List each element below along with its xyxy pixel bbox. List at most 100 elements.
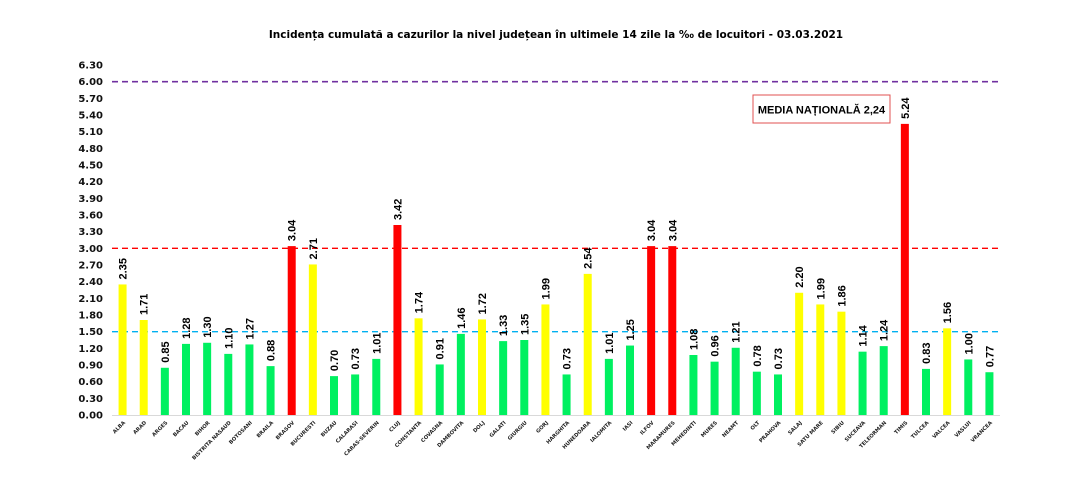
value-label: 1.30 bbox=[202, 316, 214, 337]
y-tick-label: 1.80 bbox=[78, 311, 103, 322]
x-tick-label: GIURGIU bbox=[507, 420, 529, 442]
bar bbox=[795, 292, 804, 415]
bar bbox=[393, 225, 402, 415]
y-tick-label: 2.10 bbox=[78, 294, 103, 305]
bar bbox=[837, 311, 846, 415]
bar bbox=[900, 123, 909, 415]
y-tick-label: 5.70 bbox=[78, 94, 103, 105]
x-tick-label: SALAJ bbox=[787, 420, 803, 436]
value-label: 1.46 bbox=[456, 307, 468, 328]
y-tick-label: 3.90 bbox=[78, 194, 103, 205]
y-tick-label: 5.10 bbox=[78, 127, 103, 138]
value-label: 3.04 bbox=[667, 219, 679, 241]
x-tick-label: ARGES bbox=[151, 420, 169, 438]
bar bbox=[710, 361, 719, 415]
value-label: 1.28 bbox=[181, 317, 193, 338]
value-label: 2.35 bbox=[118, 258, 130, 279]
bar bbox=[752, 371, 761, 415]
y-tick-label: 0.00 bbox=[78, 411, 103, 422]
y-tick-label: 6.00 bbox=[78, 77, 103, 88]
value-label: 0.78 bbox=[752, 345, 764, 366]
value-label: 0.83 bbox=[921, 342, 933, 363]
x-tick-label: BACAU bbox=[172, 420, 190, 438]
y-tick-label: 2.40 bbox=[78, 277, 103, 288]
bar bbox=[943, 328, 952, 415]
value-label: 1.00 bbox=[963, 333, 975, 354]
bar bbox=[731, 347, 740, 415]
value-label: 0.73 bbox=[350, 348, 362, 369]
bar bbox=[245, 344, 254, 415]
x-tick-label: TIMIS bbox=[893, 420, 909, 436]
bar bbox=[774, 374, 782, 415]
value-label: 2.54 bbox=[583, 247, 595, 269]
x-tick-label: VRANCEA bbox=[970, 420, 994, 444]
value-label: 1.27 bbox=[244, 318, 256, 339]
bar bbox=[224, 353, 233, 415]
value-label: 1.56 bbox=[942, 302, 954, 323]
x-tick-label: ILFOV bbox=[639, 420, 655, 436]
x-tick-label: BIHOR bbox=[194, 420, 211, 437]
value-label: 1.10 bbox=[223, 327, 235, 348]
x-tick-label: ARAD bbox=[132, 420, 148, 436]
value-labels: 2.35 1.71 0.85 1.28 1.30 1.10 1.27 0.88 3.04 2.71… bbox=[118, 97, 997, 372]
chart-title: Incidența cumulată a cazurilor la nivel … bbox=[269, 29, 843, 41]
bar bbox=[541, 304, 550, 415]
y-tick-label: 0.60 bbox=[78, 377, 103, 388]
value-label: 5.24 bbox=[900, 97, 912, 119]
bar bbox=[478, 319, 486, 415]
value-label: 1.99 bbox=[540, 278, 552, 299]
x-tick-label: IASI bbox=[622, 420, 635, 433]
x-tick-label: OLT bbox=[750, 420, 762, 432]
value-label: 0.73 bbox=[773, 348, 785, 369]
value-label: 0.77 bbox=[984, 346, 996, 367]
y-tick-label: 0.30 bbox=[78, 394, 103, 405]
bar bbox=[964, 359, 973, 415]
value-label: 0.70 bbox=[329, 350, 341, 371]
value-label: 0.91 bbox=[435, 338, 447, 359]
bar bbox=[351, 374, 360, 415]
x-tick-label: BRASOV bbox=[275, 420, 296, 441]
value-label: 1.71 bbox=[139, 294, 151, 315]
x-tick-label: IALOMITA bbox=[589, 420, 613, 444]
value-label: 3.04 bbox=[287, 219, 299, 241]
value-label: 1.72 bbox=[477, 293, 489, 314]
bar bbox=[414, 318, 423, 415]
bar bbox=[287, 246, 296, 415]
bar bbox=[604, 358, 613, 415]
value-label: 1.08 bbox=[688, 329, 700, 350]
bar bbox=[499, 341, 508, 415]
y-tick-label: 3.00 bbox=[78, 244, 103, 255]
value-label: 1.33 bbox=[498, 315, 510, 336]
x-tick-label: CLUJ bbox=[388, 420, 402, 434]
bar bbox=[330, 376, 338, 415]
value-label: 1.01 bbox=[371, 332, 383, 353]
x-tick-label: ALBA bbox=[112, 420, 127, 435]
value-label: 2.20 bbox=[794, 266, 806, 287]
bar bbox=[118, 284, 127, 415]
bar bbox=[816, 304, 825, 415]
bar bbox=[985, 372, 994, 415]
x-tick-label: GALATI bbox=[489, 420, 508, 439]
bar bbox=[647, 246, 656, 415]
bar bbox=[879, 346, 888, 415]
value-label: 1.74 bbox=[414, 291, 426, 313]
y-tick-label: 1.20 bbox=[78, 344, 103, 355]
x-tick-label: MURES bbox=[700, 420, 719, 439]
bar bbox=[266, 366, 275, 415]
x-tick-label: BISTRITA NASAUD bbox=[191, 420, 233, 462]
x-tick-label: VALCEA bbox=[932, 420, 952, 440]
bar bbox=[562, 374, 571, 415]
x-tick-label: SIBIU bbox=[830, 420, 845, 435]
bar bbox=[308, 264, 317, 415]
value-label: 1.21 bbox=[731, 321, 743, 342]
bar bbox=[689, 355, 698, 415]
value-label: 0.88 bbox=[266, 340, 278, 361]
y-tick-label: 4.80 bbox=[78, 144, 103, 155]
y-tick-label: 0.90 bbox=[78, 361, 103, 372]
y-axis: 0.00 0.30 0.60 0.90 1.20 1.50 1.80 2.10 2.40 2.70… bbox=[78, 61, 103, 422]
bar bbox=[668, 246, 677, 415]
annotation-box bbox=[752, 94, 891, 124]
national-average-annotation: MEDIA NAȚIONALĂ 2,24 bbox=[752, 94, 891, 124]
bars bbox=[118, 123, 994, 415]
